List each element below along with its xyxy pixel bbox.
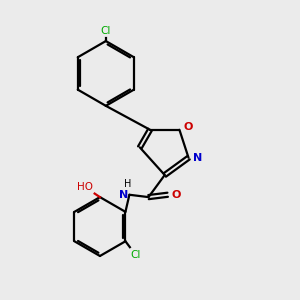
Text: N: N bbox=[119, 190, 128, 200]
Text: O: O bbox=[172, 190, 181, 200]
Text: H: H bbox=[124, 179, 132, 190]
Text: Cl: Cl bbox=[100, 26, 111, 36]
Text: N: N bbox=[193, 153, 202, 163]
Text: HO: HO bbox=[76, 182, 93, 192]
Text: O: O bbox=[183, 122, 193, 132]
Text: Cl: Cl bbox=[131, 250, 141, 260]
